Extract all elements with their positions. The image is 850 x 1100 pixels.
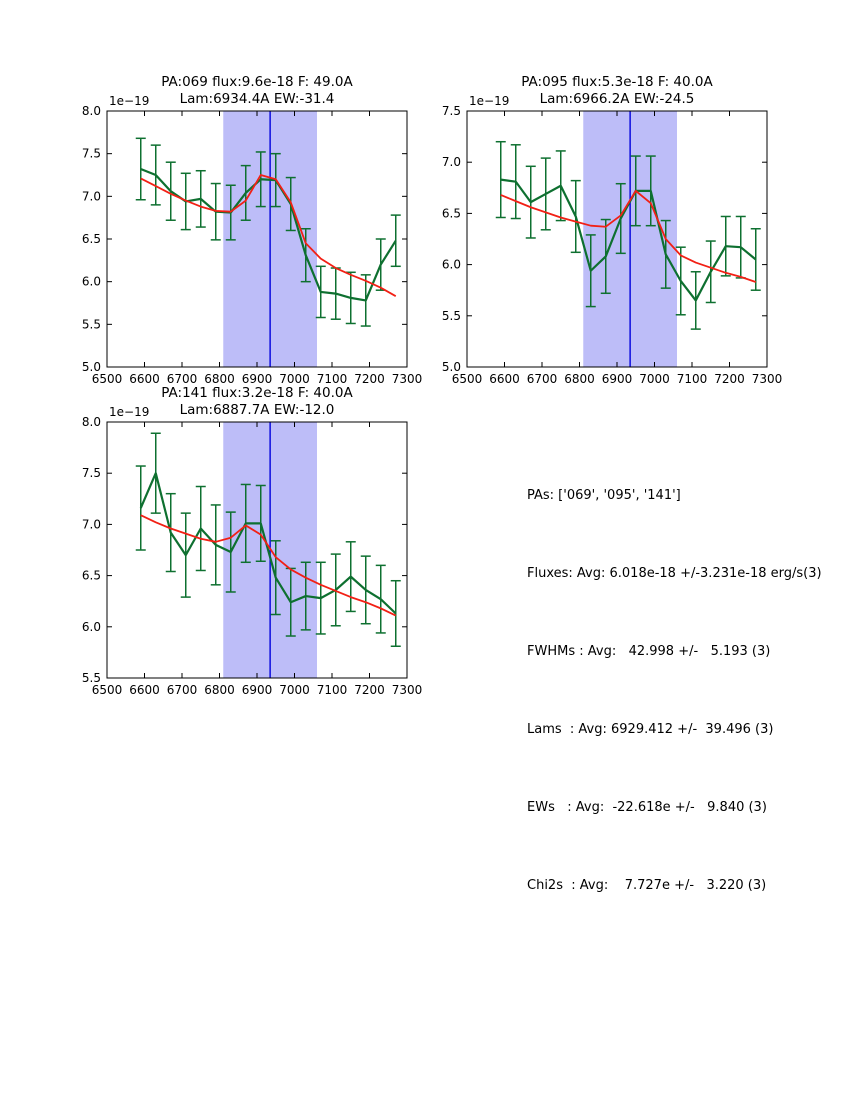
stats-line-pas: PAs: ['069', '095', '141'] (527, 488, 681, 503)
y-tick-label: 7.5 (442, 104, 461, 118)
stats-line-fwhms: FWHMs : Avg: 42.998 +/- 5.193 (3) (527, 644, 771, 659)
spectrum-plot-pa069: 6500 6600 6700 6800 6900 7000 7100 7200 7300 5.0 5… (82, 74, 423, 386)
x-tick-label: 7100 (317, 683, 348, 697)
x-tick-label: 6500 (92, 372, 123, 386)
stats-line-ews: EWs : Avg: -22.618e +/- 9.840 (3) (527, 800, 767, 815)
y-tick-label: 6.5 (82, 232, 101, 246)
x-tick-label: 7200 (354, 372, 385, 386)
y-axis-offset-text: 1e−19 (469, 94, 509, 108)
x-tick-label: 6800 (204, 683, 235, 697)
x-tick-label: 6900 (602, 372, 633, 386)
y-tick-label: 7.0 (82, 517, 101, 531)
y-tick-label: 6.0 (82, 620, 101, 634)
x-tick-label: 7000 (639, 372, 670, 386)
x-tick-label: 6500 (452, 372, 483, 386)
plot-title-line1: PA:141 flux:3.2e-18 F: 40.0A (161, 385, 353, 401)
tick-marks (466, 110, 768, 368)
x-tick-label: 6800 (564, 372, 595, 386)
stats-line-chi2s: Chi2s : Avg: 7.727e +/- 3.220 (3) (527, 878, 767, 893)
x-tick-label: 7000 (279, 372, 310, 386)
y-axis-offset-text: 1e−19 (109, 405, 149, 419)
x-tick-label: 7300 (392, 372, 423, 386)
x-tick-label: 6600 (129, 372, 160, 386)
y-tick-label: 5.0 (442, 360, 461, 374)
x-tick-label: 6700 (527, 372, 558, 386)
x-tick-label: 6600 (129, 683, 160, 697)
plot-title-line2: Lam:6887.7A EW:-12.0 (180, 402, 335, 418)
y-tick-label: 8.0 (82, 104, 101, 118)
y-tick-label: 5.5 (442, 309, 461, 323)
x-tick-label: 6600 (489, 372, 520, 386)
x-tick-label: 6500 (92, 683, 123, 697)
y-tick-label: 5.0 (82, 360, 101, 374)
x-tick-label: 6800 (204, 372, 235, 386)
y-tick-label: 7.5 (82, 147, 101, 161)
x-tick-label: 7100 (317, 372, 348, 386)
model-fit-line (500, 189, 757, 283)
plot-title-line1: PA:095 flux:5.3e-18 F: 40.0A (521, 74, 713, 90)
x-tick-label: 6900 (242, 372, 273, 386)
stats-line-lams: Lams : Avg: 6929.412 +/- 39.496 (3) (527, 722, 774, 737)
y-tick-label: 5.5 (82, 317, 101, 331)
y-tick-label: 6.5 (82, 569, 101, 583)
stats-panel: PAs: ['069', '095', '141'] Fluxes: Avg: … (527, 431, 822, 951)
y-tick-label: 7.0 (82, 189, 101, 203)
tick-marks (106, 421, 408, 679)
x-tick-label: 7300 (752, 372, 783, 386)
y-tick-label: 6.5 (442, 206, 461, 220)
spectrum-data-line (139, 472, 397, 615)
plot-title-line2: Lam:6966.2A EW:-24.5 (540, 91, 695, 107)
y-tick-label: 8.0 (82, 415, 101, 429)
plot-title-line1: PA:069 flux:9.6e-18 F: 49.0A (161, 74, 353, 90)
model-fit-line (140, 174, 397, 297)
x-tick-label: 6700 (167, 683, 198, 697)
y-tick-label: 5.5 (82, 671, 101, 685)
stats-line-fluxes: Fluxes: Avg: 6.018e-18 +/-3.231e-18 erg/… (527, 566, 822, 581)
x-tick-label: 7200 (354, 683, 385, 697)
y-tick-label: 7.5 (82, 466, 101, 480)
y-tick-label: 6.0 (442, 258, 461, 272)
tick-marks (106, 110, 408, 368)
x-tick-label: 7300 (392, 683, 423, 697)
x-tick-label: 7100 (677, 372, 708, 386)
model-fit-line (140, 514, 397, 617)
y-axis-offset-text: 1e−19 (109, 94, 149, 108)
spectrum-plot-pa095: 6500 6600 6700 6800 6900 7000 7100 7200 7300 5.0 5… (442, 74, 783, 386)
x-tick-label: 6700 (167, 372, 198, 386)
x-tick-label: 7000 (279, 683, 310, 697)
y-tick-label: 7.0 (442, 155, 461, 169)
y-tick-label: 6.0 (82, 275, 101, 289)
plot-title-line2: Lam:6934.4A EW:-31.4 (180, 91, 335, 107)
x-tick-label: 6900 (242, 683, 273, 697)
x-tick-label: 7200 (714, 372, 745, 386)
spectrum-plot-pa141: 6500 6600 6700 6800 6900 7000 7100 7200 7300 5.5 6… (82, 385, 423, 697)
